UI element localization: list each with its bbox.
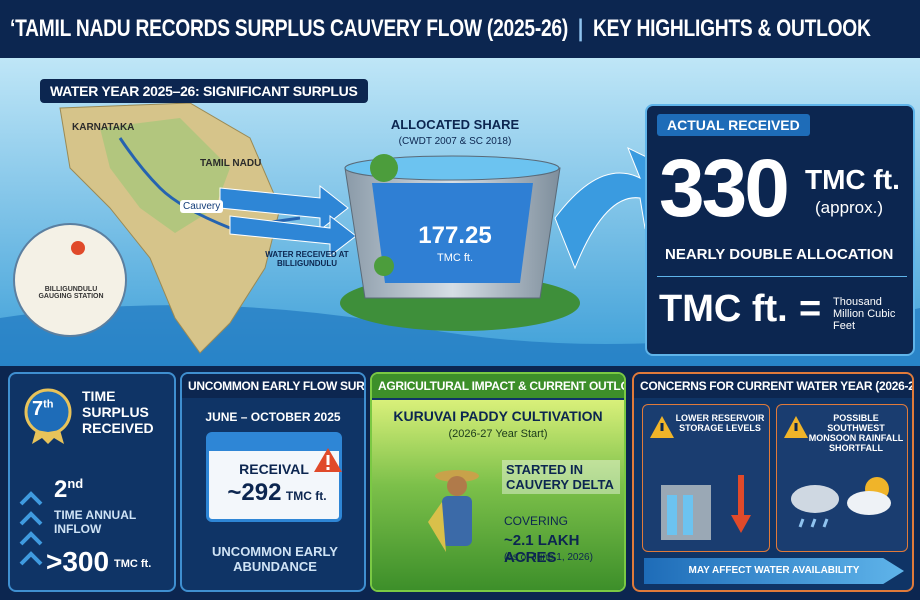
separator — [657, 276, 907, 277]
map-label: TAMIL NADU — [200, 158, 261, 169]
weather-icon — [785, 469, 901, 545]
warning-icon — [312, 446, 344, 474]
crop: KURUVAI PADDY CULTIVATION — [372, 408, 624, 424]
equals: = — [799, 288, 821, 331]
period: JUNE – OCTOBER 2025 — [182, 410, 364, 424]
tree — [370, 154, 398, 182]
inset-circle — [14, 224, 126, 336]
actual-unit: TMC ft. — [805, 164, 900, 196]
section-title: WATER YEAR 2025–26: SIGNIFICANT SURPLUS — [40, 79, 368, 103]
concern-text: POSSIBLE SOUTHWEST MONSOON RAINFALL SHOR… — [807, 413, 905, 453]
actual-title: ACTUAL RECEIVED — [657, 114, 810, 136]
concerns-panel: CONCERNS FOR CURRENT WATER YEAR (2026-27… — [632, 372, 914, 592]
tree — [374, 256, 394, 276]
inflow-unit: TMC ft. — [114, 558, 151, 570]
unit-abbr: TMC ft. — [659, 288, 788, 331]
river-label: Cauvery — [180, 200, 223, 213]
warning-icon — [649, 415, 675, 439]
footer-arrow: MAY AFFECT WATER AVAILABILITY — [644, 558, 904, 584]
dam-icon — [653, 465, 763, 545]
warning-icon — [783, 415, 809, 439]
received-label: WATER RECEIVED AT BILLIGUNDULU — [262, 250, 352, 268]
panel-title: AGRICULTURAL IMPACT & CURRENT OUTLOOK — [372, 374, 624, 398]
actual-note: NEARLY DOUBLE ALLOCATION — [665, 246, 893, 263]
map-label: KARNATAKA — [72, 122, 134, 133]
inflow-value: >300 — [46, 546, 109, 578]
season: (2026-27 Year Start) — [372, 428, 624, 440]
header-bar: ‘TAMIL NADU RECORDS SURPLUS CAUVERY FLOW… — [0, 0, 920, 58]
allocated-value: 177.25 — [400, 222, 510, 250]
actual-box: ACTUAL RECEIVED 330 TMC ft. (approx.) NE… — [645, 104, 915, 356]
rank-text: TIME SURPLUS RECEIVED — [82, 388, 162, 436]
infographic: ‘TAMIL NADU RECORDS SURPLUS CAUVERY FLOW… — [0, 0, 920, 600]
rank-suffix: th — [43, 398, 53, 410]
title: ‘TAMIL NADU RECORDS SURPLUS CAUVERY FLOW… — [10, 15, 568, 42]
receival-value: ~292 TMC ft. — [215, 479, 339, 507]
actual-approx: (approx.) — [815, 198, 883, 218]
started: STARTED IN CAUVERY DELTA — [502, 460, 620, 494]
value: ~292 — [227, 479, 281, 506]
station-label: BILLIGUNDULU GAUGING STATION — [28, 286, 114, 300]
allocated-source: (CWDT 2007 & SC 2018) — [380, 136, 530, 147]
surplus-panel: 7th TIME SURPLUS RECEIVED 2nd TIME ANNUA… — [8, 372, 176, 592]
covering: COVERING — [504, 514, 568, 528]
farmer — [422, 462, 492, 587]
agriculture-panel: AGRICULTURAL IMPACT & CURRENT OUTLOOK KU… — [370, 372, 626, 592]
divider: | — [578, 15, 583, 42]
panel-title: CONCERNS FOR CURRENT WATER YEAR (2026-27… — [634, 374, 912, 398]
allocated-unit: TMC ft. — [400, 252, 510, 264]
rank-number: 7 — [32, 398, 43, 420]
actual-value: 330 — [659, 142, 787, 236]
inflow-text: TIME ANNUAL INFLOW — [54, 508, 164, 536]
concern-text: LOWER RESERVOIR STORAGE LEVELS — [673, 413, 767, 433]
allocated-title: ALLOCATED SHARE — [390, 117, 520, 132]
panel-title: UNCOMMON EARLY FLOW SURGE — [182, 374, 364, 398]
early-flow-panel: UNCOMMON EARLY FLOW SURGE JUNE – OCTOBER… — [180, 372, 366, 592]
early-note: UNCOMMON EARLY ABUNDANCE — [202, 544, 348, 574]
unit: TMC ft. — [286, 489, 327, 503]
concern-card: POSSIBLE SOUTHWEST MONSOON RAINFALL SHOR… — [776, 404, 908, 552]
header-text: ‘TAMIL NADU RECORDS SURPLUS CAUVERY FLOW… — [10, 15, 871, 43]
as-of: (as of June 1, 2026) — [504, 552, 593, 563]
subtitle: KEY HIGHLIGHTS & OUTLOOK — [593, 15, 871, 42]
concern-card: LOWER RESERVOIR STORAGE LEVELS — [642, 404, 770, 552]
rank: 7th — [32, 398, 54, 421]
pin — [71, 241, 85, 255]
inflow-rank: 2nd — [54, 476, 83, 504]
inflow-rank-number: 2 — [54, 476, 67, 503]
inflow-rank-suffix: nd — [67, 476, 83, 491]
unit-full: Thousand Million Cubic Feet — [833, 296, 913, 332]
chevrons — [18, 484, 44, 584]
